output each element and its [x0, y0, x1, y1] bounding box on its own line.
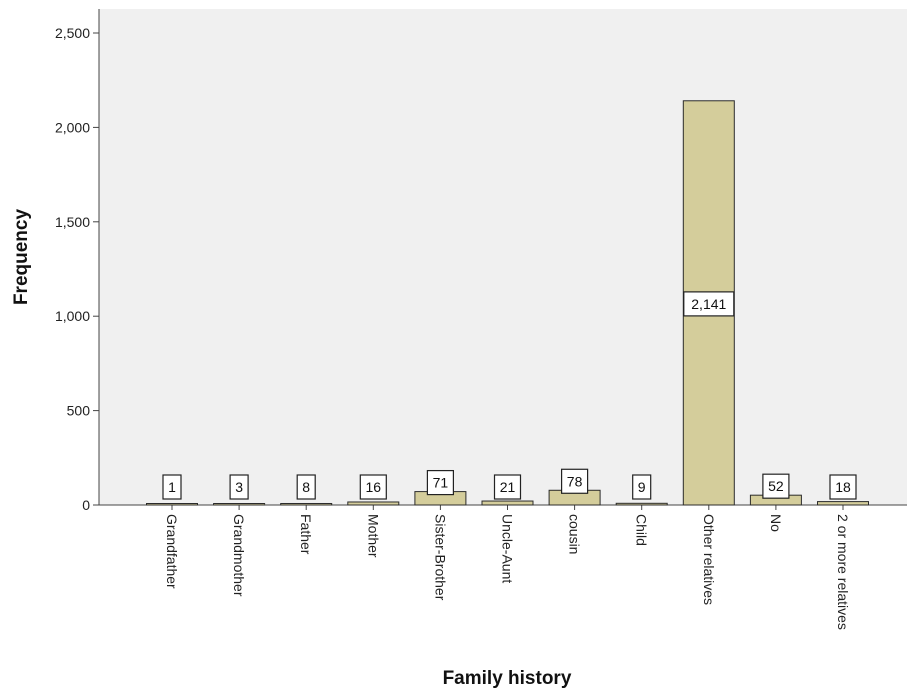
data-label-text: 8 — [302, 479, 310, 495]
x-tick-label: Mother — [365, 514, 381, 558]
y-tick-label: 0 — [82, 497, 90, 513]
x-tick-label: Child — [634, 514, 650, 546]
bar-uncle-aunt — [481, 500, 534, 506]
data-label-box — [762, 473, 790, 499]
bar-mother — [347, 501, 400, 506]
data-label: 16 — [359, 474, 387, 500]
bar-child — [615, 502, 668, 506]
y-axis: 0 500 1,000 1,500 2,000 2,500 — [55, 9, 100, 513]
data-label-box — [632, 474, 652, 500]
data-label-text: 1 — [168, 479, 176, 495]
x-tick-label: Father — [298, 514, 314, 555]
data-label: 9 — [632, 474, 652, 500]
plot-area — [99, 9, 907, 505]
data-label-text: 3 — [235, 479, 243, 495]
data-label: 2,141 — [683, 291, 735, 317]
y-tick-label: 2,500 — [55, 25, 90, 41]
data-label-text: 71 — [433, 475, 449, 491]
data-labels: 1 3 8 16 71 21 78 9 2,141 52 18 — [162, 291, 857, 500]
x-tick-label: Uncle-Aunt — [500, 514, 516, 583]
data-label-box — [359, 474, 387, 500]
data-label-text: 18 — [835, 479, 851, 495]
data-label-box — [162, 474, 182, 500]
data-label: 1 — [162, 474, 182, 500]
data-label-box — [493, 474, 522, 500]
x-tick-label: Sister-Brother — [432, 514, 448, 601]
data-label-box — [683, 291, 735, 317]
data-label: 78 — [560, 468, 589, 494]
data-label: 21 — [493, 474, 522, 500]
y-tick-label: 2,000 — [55, 119, 90, 135]
x-axis: Grandfather Grandmother Father Mother Sister… — [99, 504, 907, 630]
data-label-text: 21 — [500, 479, 516, 495]
data-label-text: 52 — [768, 478, 784, 494]
x-tick-label: 2 or more relatives — [835, 514, 851, 630]
data-label: 18 — [829, 474, 857, 500]
x-tick-label: cousin — [567, 514, 583, 554]
x-axis-title: Family history — [443, 668, 572, 689]
data-label-text: 78 — [567, 473, 583, 489]
y-tick-label: 1,000 — [55, 308, 90, 324]
bar-2-or-more-relatives — [817, 501, 869, 506]
data-label: 8 — [296, 474, 316, 500]
x-tick-label: Other relatives — [701, 514, 717, 605]
bar-grandmother — [213, 503, 266, 506]
data-label-box — [829, 474, 857, 500]
data-label-text: 9 — [638, 479, 646, 495]
data-label-text: 2,141 — [691, 296, 726, 312]
data-label: 52 — [762, 473, 790, 499]
y-tick-label: 500 — [67, 403, 91, 419]
bar-father — [280, 502, 333, 506]
data-label-box — [426, 469, 454, 496]
data-label: 71 — [426, 469, 454, 496]
x-tick-label: No — [768, 514, 784, 532]
x-tick-label: Grandfather — [164, 514, 180, 589]
data-label: 3 — [229, 474, 249, 500]
x-tick-label: Grandmother — [231, 514, 247, 597]
data-label-box — [296, 474, 316, 500]
data-label-box — [560, 468, 589, 494]
y-tick-label: 1,500 — [55, 214, 90, 230]
y-axis-title: Frequency — [11, 209, 32, 306]
data-label-box — [229, 474, 249, 500]
bar-grandfather — [146, 503, 198, 506]
data-label-text: 16 — [366, 479, 382, 495]
